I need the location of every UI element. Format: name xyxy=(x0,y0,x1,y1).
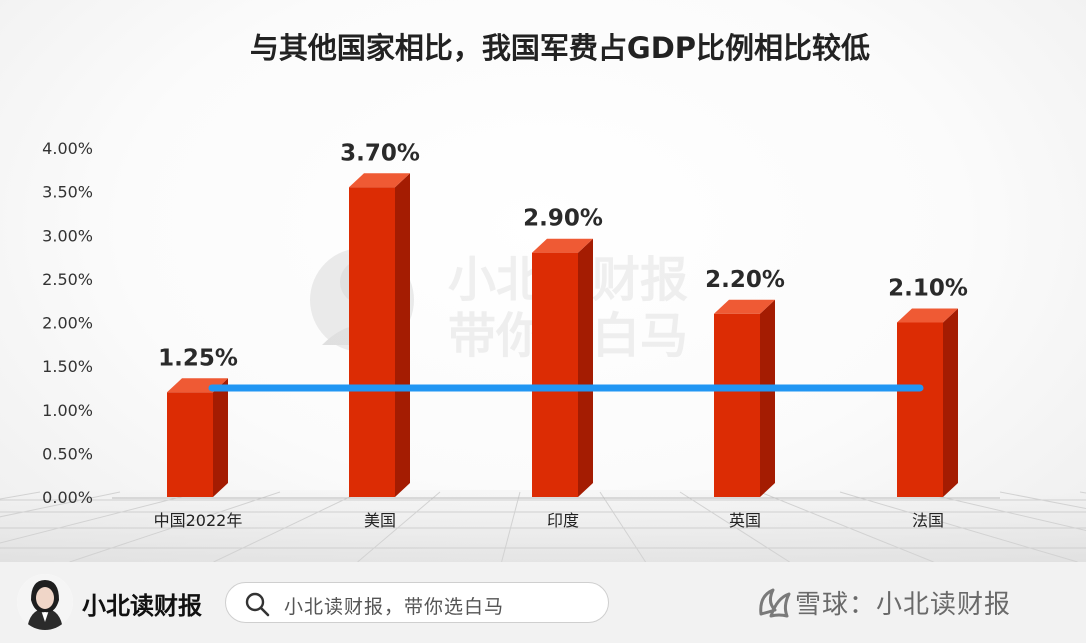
search-text: 小北读财报，带你选白马 xyxy=(284,596,505,618)
floor-line xyxy=(759,491,934,562)
x-category-label: 美国 xyxy=(364,511,396,530)
floor-line xyxy=(839,491,1078,562)
y-axis: 0.00% 0.50% 1.00% 1.50% 2.00% 2.50% 3.00% 3.50%… xyxy=(42,139,1000,507)
footer-bar: 小北读财报 小北读财报，带你选白马 雪球：小北读财报 xyxy=(0,562,1086,643)
chart-title: 与其他国家相比，我国军费占GDP比例相比较低 xyxy=(250,31,870,65)
data-label: 2.90% xyxy=(523,206,603,232)
data-labels: 1.25% 3.70% 2.90% 2.20% 2.10% xyxy=(158,140,968,371)
y-tick-label: 1.00% xyxy=(42,401,93,420)
floor-line xyxy=(679,491,790,562)
bar xyxy=(167,378,228,497)
chart-area: 小北读财报 带你选白马 与其他国家相比，我国军费占GDP比例相比较低 0.00%… xyxy=(0,0,1086,562)
account-name: 小北读财报 xyxy=(82,592,202,620)
bars xyxy=(167,173,958,497)
x-category-label: 法国 xyxy=(912,511,944,530)
floor-line xyxy=(69,491,281,562)
bar-chart: 小北读财报 带你选白马 与其他国家相比，我国军费占GDP比例相比较低 0.00%… xyxy=(0,31,1086,562)
y-tick-label: 0.50% xyxy=(42,444,93,463)
y-tick-label: 4.00% xyxy=(42,139,93,158)
floor-line xyxy=(0,491,201,544)
avatar[interactable] xyxy=(17,574,73,630)
bar xyxy=(714,299,775,497)
platform-text: 雪球：小北读财报 xyxy=(795,590,1012,620)
search-icon xyxy=(245,592,270,617)
x-axis: 中国2022年 美国 印度 英国 法国 xyxy=(154,511,944,530)
y-tick-label: 2.50% xyxy=(42,270,93,289)
x-category-label: 印度 xyxy=(547,511,579,530)
floor-grid xyxy=(0,490,1086,562)
x-category-label: 英国 xyxy=(729,511,761,530)
x-category-label: 中国2022年 xyxy=(154,511,243,530)
y-tick-label: 3.50% xyxy=(42,183,93,202)
search-input[interactable]: 小北读财报，带你选白马 xyxy=(225,582,609,623)
floor-line xyxy=(501,491,521,562)
floor-line xyxy=(999,491,1086,509)
floor-line xyxy=(599,491,647,562)
y-tick-label: 1.50% xyxy=(42,357,93,376)
floor-line xyxy=(213,491,361,562)
floor-line xyxy=(919,491,1086,532)
bar xyxy=(349,173,410,497)
y-tick-label: 3.00% xyxy=(42,226,93,245)
data-label: 3.70% xyxy=(340,140,420,166)
floor-line xyxy=(0,491,121,518)
bar xyxy=(532,238,593,497)
data-label: 1.25% xyxy=(158,345,238,371)
y-tick-label: 2.00% xyxy=(42,314,93,333)
xueqiu-logo-icon xyxy=(759,588,791,618)
y-tick-label: 0.00% xyxy=(42,488,93,507)
bar xyxy=(897,308,958,497)
floor-line xyxy=(357,491,441,562)
data-label: 2.20% xyxy=(705,267,785,293)
data-label: 2.10% xyxy=(888,276,968,302)
